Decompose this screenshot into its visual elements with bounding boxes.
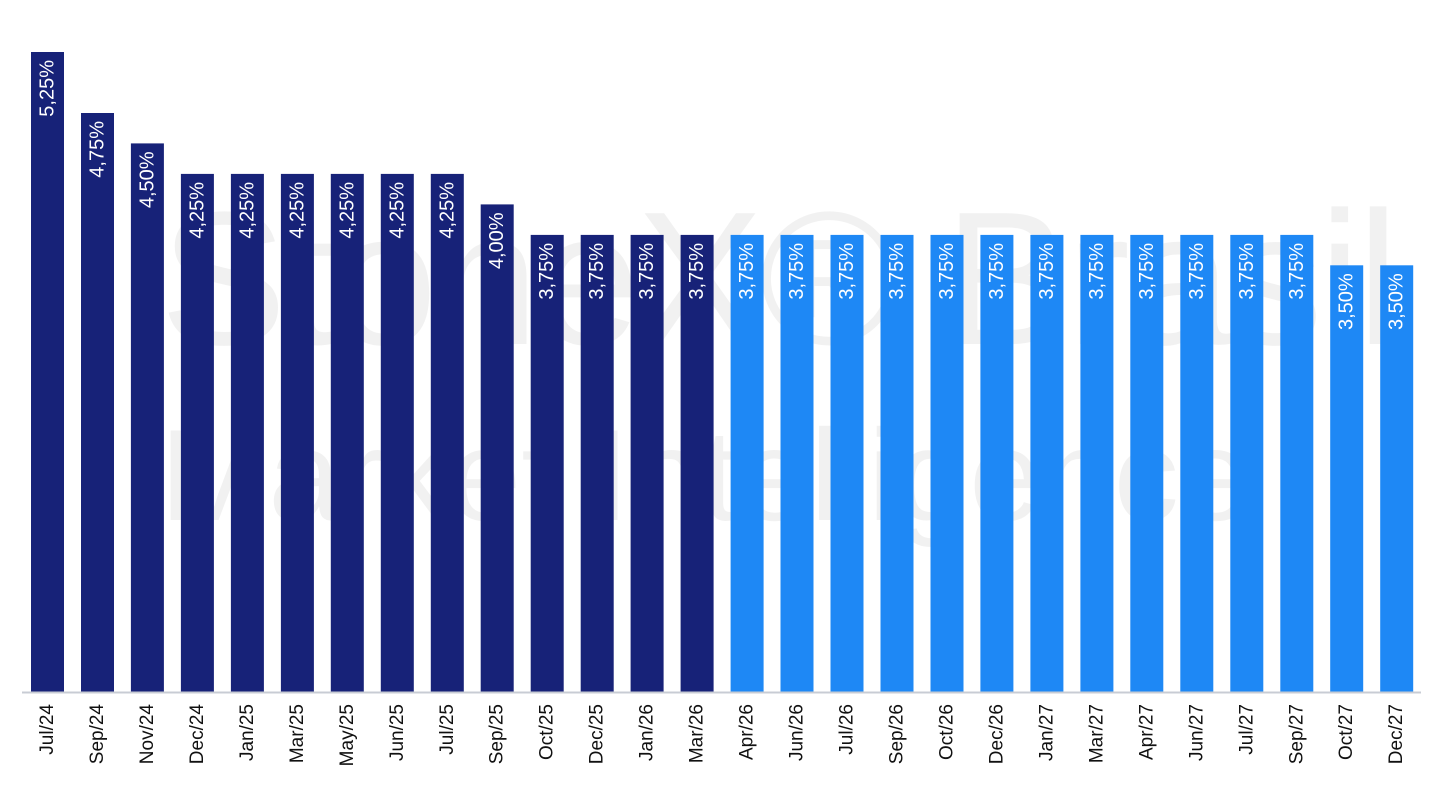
x-tick-label: May/25	[337, 704, 358, 766]
x-ticks-group: Jul/24 Sep/24 Nov/24 Dec/24 Jan/25 Mar/25 May/…	[37, 704, 1407, 767]
data-label: 3,75%	[936, 243, 958, 300]
bar-mar-27	[1080, 234, 1114, 692]
data-label: 4,00%	[486, 212, 508, 269]
x-tick-label: Dec/27	[1386, 704, 1407, 764]
bar-oct-25	[530, 234, 564, 692]
data-label: 4,25%	[286, 182, 308, 239]
x-tick-label: Mar/25	[287, 704, 308, 763]
bar-nov-24	[130, 143, 164, 692]
bar-jul-25	[430, 173, 464, 692]
data-label: 3,75%	[886, 243, 908, 300]
bar-sep-26	[880, 234, 914, 692]
bar-mar-25	[280, 173, 314, 692]
x-tick-label: Jun/25	[387, 704, 408, 761]
x-tick-label: Apr/26	[737, 704, 758, 760]
x-tick-label: Jul/25	[437, 704, 458, 755]
x-tick-label: Jul/24	[37, 704, 58, 755]
x-tick-label: Sep/27	[1286, 704, 1307, 764]
bar-jun-25	[380, 173, 414, 692]
bar-oct-26	[930, 234, 964, 692]
data-labels-group: 5,25% 4,75% 4,50% 4,25% 4,25% 4,25% 4,25% 4,25%…	[37, 60, 1408, 330]
x-tick-label: Jun/27	[1186, 704, 1207, 761]
x-tick-label: Jul/27	[1236, 704, 1257, 755]
data-label: 3,75%	[1236, 243, 1258, 300]
x-tick-label: Sep/25	[487, 704, 508, 764]
data-label: 5,25%	[37, 60, 59, 117]
bar-apr-27	[1130, 234, 1164, 692]
bar-dec-24	[180, 173, 214, 692]
data-label: 3,75%	[1186, 243, 1208, 300]
bar-jul-26	[830, 234, 864, 692]
x-tick-label: Jan/27	[1036, 704, 1057, 761]
x-tick-label: Mar/26	[687, 704, 708, 763]
x-tick-label: Oct/27	[1336, 704, 1357, 760]
bar-apr-26	[730, 234, 764, 692]
x-tick-label: Mar/27	[1086, 704, 1107, 763]
bar-jun-26	[780, 234, 814, 692]
x-tick-label: Apr/27	[1136, 704, 1157, 760]
data-label: 3,75%	[786, 243, 808, 300]
data-label: 4,25%	[336, 182, 358, 239]
x-tick-label: Jul/26	[837, 704, 858, 755]
x-tick-label: Jun/26	[787, 704, 808, 761]
x-tick-label: Sep/26	[887, 704, 908, 764]
data-label: 3,75%	[636, 243, 658, 300]
x-tick-label: Oct/26	[937, 704, 958, 760]
data-label: 3,75%	[1136, 243, 1158, 300]
bar-dec-26	[980, 234, 1014, 692]
bar-dec-25	[580, 234, 614, 692]
data-label: 3,75%	[836, 243, 858, 300]
data-label: 3,75%	[686, 243, 708, 300]
bar-jun-27	[1180, 234, 1214, 692]
data-label: 4,75%	[87, 121, 109, 178]
data-label: 4,25%	[236, 182, 258, 239]
bar-sep-27	[1280, 234, 1314, 692]
data-label: 4,25%	[436, 182, 458, 239]
bar-mar-26	[680, 234, 714, 692]
x-tick-label: Dec/26	[986, 704, 1007, 764]
data-label: 3,50%	[1386, 273, 1408, 330]
data-label: 3,75%	[1086, 243, 1108, 300]
data-label: 3,75%	[536, 243, 558, 300]
bar-jul-24	[31, 52, 64, 692]
x-tick-label: Oct/25	[537, 704, 558, 760]
bars-group	[31, 52, 1414, 692]
data-label: 3,75%	[1036, 243, 1058, 300]
x-tick-label: Jan/25	[237, 704, 258, 761]
bar-oct-27	[1330, 265, 1364, 692]
bar-jan-25	[230, 173, 264, 692]
data-label: 4,25%	[386, 182, 408, 239]
data-label: 4,50%	[136, 151, 158, 208]
data-label: 3,75%	[736, 243, 758, 300]
data-label: 3,50%	[1336, 273, 1358, 330]
bar-sep-25	[480, 204, 514, 692]
bar-jul-27	[1230, 234, 1264, 692]
bar-sep-24	[81, 113, 114, 692]
bar-jan-26	[630, 234, 664, 692]
bar-may-25	[330, 173, 364, 692]
data-label: 3,75%	[586, 243, 608, 300]
x-tick-label: Dec/25	[587, 704, 608, 764]
x-tick-label: Jan/26	[637, 704, 658, 761]
x-tick-label: Sep/24	[87, 704, 108, 765]
x-tick-label: Nov/24	[137, 704, 158, 765]
data-label: 3,75%	[1286, 243, 1308, 300]
data-label: 3,75%	[986, 243, 1008, 300]
data-label: 4,25%	[186, 182, 208, 239]
bar-dec-27	[1380, 265, 1414, 692]
bar-jan-27	[1030, 234, 1064, 692]
x-tick-label: Dec/24	[187, 704, 208, 765]
